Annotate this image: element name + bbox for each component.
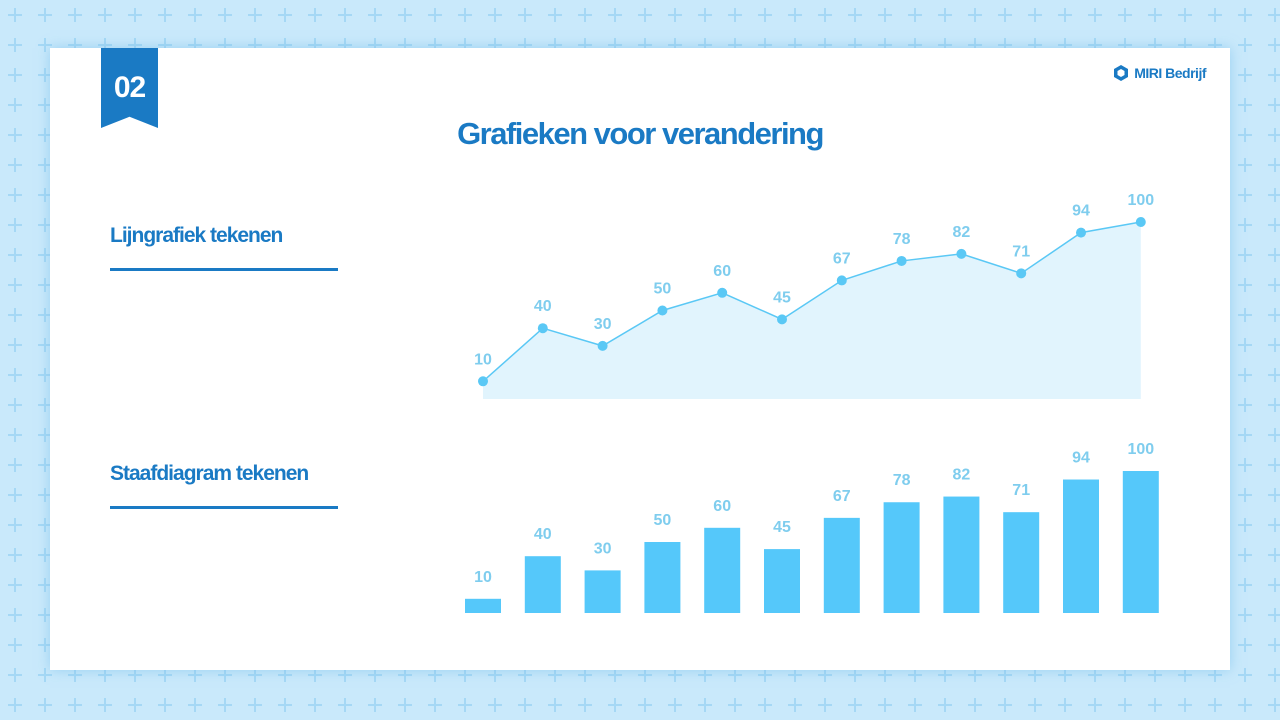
value-label: 40 [534, 298, 552, 315]
value-label: 50 [654, 512, 672, 529]
value-label: 100 [1127, 192, 1154, 209]
underline [110, 506, 338, 509]
point [1016, 268, 1027, 279]
bar [1003, 512, 1040, 613]
point [896, 255, 907, 266]
section-heading: Lijngrafiek tekenen [110, 224, 283, 247]
value-label: 71 [1012, 243, 1030, 260]
bar [465, 598, 501, 613]
value-label: 30 [594, 316, 612, 333]
value-label: 82 [953, 224, 971, 241]
point [956, 248, 967, 259]
value-label: 60 [713, 263, 731, 280]
bar [883, 502, 920, 613]
value-label: 71 [1012, 482, 1030, 499]
value-label: 67 [833, 488, 851, 505]
underline [110, 268, 338, 271]
bar [823, 517, 860, 613]
value-label: 50 [654, 281, 672, 298]
section-heading: Staafdiagram tekenen [110, 462, 309, 485]
value-label: 94 [1072, 450, 1090, 467]
bar [943, 496, 980, 613]
value-label: 10 [474, 569, 492, 586]
bar [764, 549, 800, 613]
bar [524, 556, 561, 613]
value-label: 82 [953, 467, 971, 484]
value-label: 60 [713, 498, 731, 515]
point [836, 275, 847, 286]
value-label: 78 [893, 231, 911, 248]
value-label: 100 [1127, 441, 1154, 458]
value-label: 30 [594, 540, 612, 557]
line [482, 221, 1141, 382]
area [483, 222, 1141, 399]
brand: MIRI Bedrijf [1112, 64, 1206, 82]
brand-icon [1114, 65, 1129, 81]
bar [1063, 479, 1099, 613]
value-label: 78 [893, 472, 911, 489]
point [1135, 217, 1146, 227]
value-label: 67 [833, 250, 851, 267]
point [597, 340, 608, 351]
point [478, 376, 488, 387]
point [777, 314, 787, 325]
brand-name: MIRI Bedrijf [1134, 65, 1206, 81]
bar [644, 542, 681, 613]
value-label: 40 [534, 526, 552, 543]
bar [1122, 471, 1159, 613]
value-label: 45 [773, 519, 791, 536]
title: Grafieken voor verandering [457, 116, 824, 151]
value-label: 94 [1072, 203, 1090, 220]
value-label: 45 [773, 289, 791, 306]
bar [704, 527, 741, 613]
bar [584, 570, 621, 613]
point [1076, 227, 1086, 238]
point [537, 323, 548, 334]
badge: 02 [101, 48, 158, 128]
point [657, 305, 668, 316]
point [717, 287, 728, 298]
value-label: 10 [474, 351, 492, 368]
